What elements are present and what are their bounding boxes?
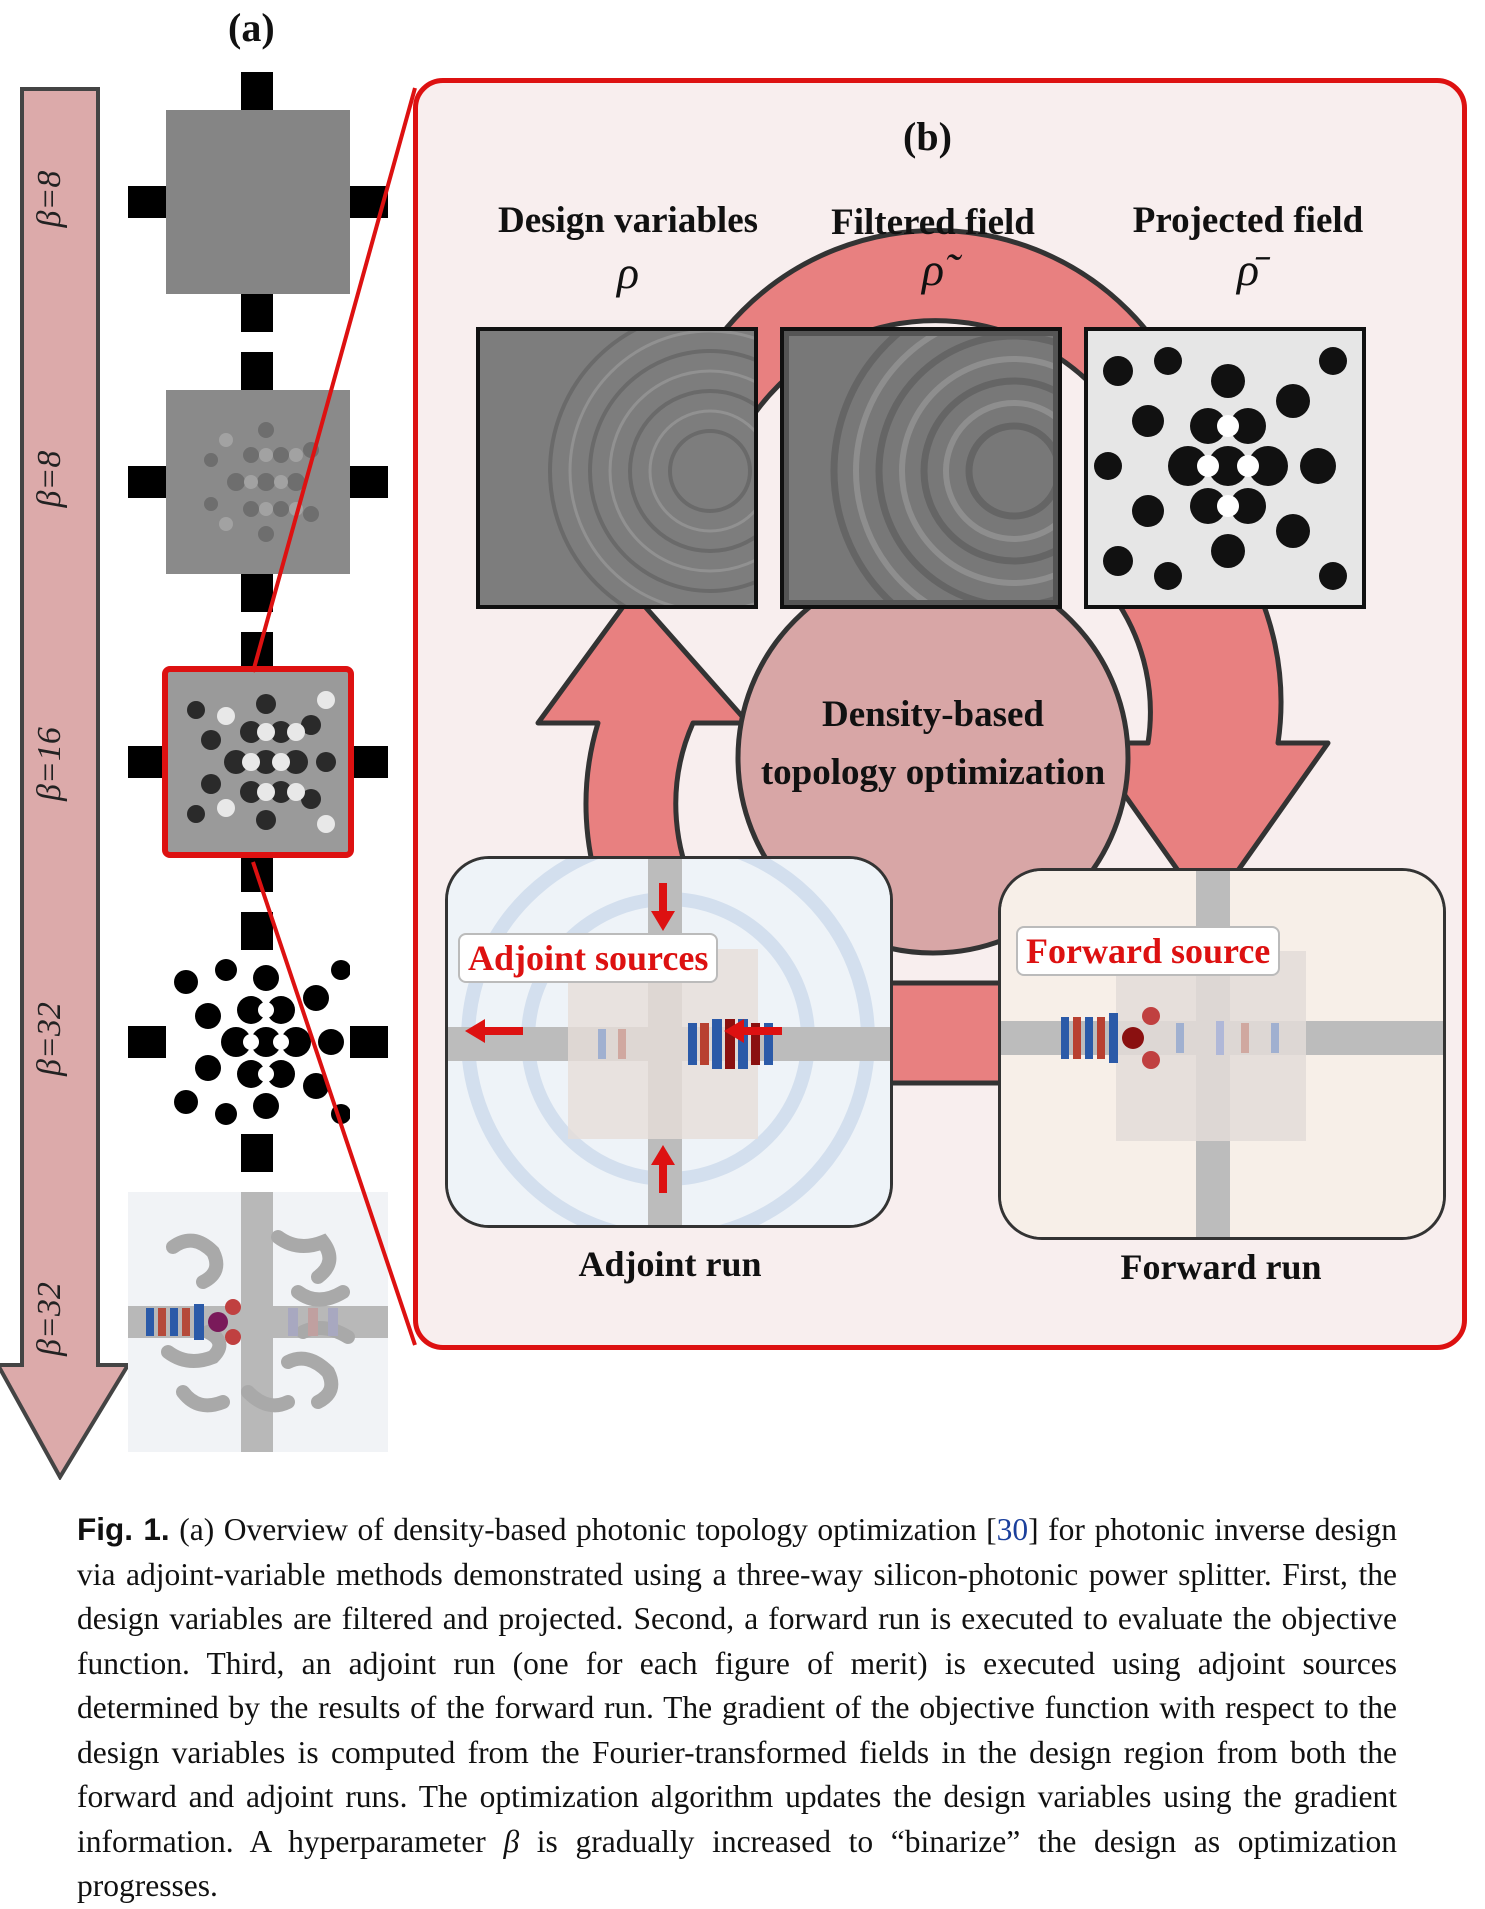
symbol-rho-bar: ρ̄	[1236, 244, 1260, 295]
panel-b: (b) Design variables Filtered field Proj…	[413, 78, 1467, 1350]
beta-progress-arrow	[0, 87, 132, 1480]
caption-text-2: ] for photonic inverse design via adjoin…	[77, 1512, 1397, 1859]
col-title-projected-field: Projected field	[1132, 200, 1364, 241]
caption-beta-symbol: β	[503, 1823, 520, 1859]
caption-text-1: (a) Overview of density-based photonic t…	[169, 1512, 997, 1547]
forward-run-panel	[998, 868, 1446, 1240]
design-stage-3	[128, 632, 388, 892]
caption-fig-label: Fig. 1.	[77, 1511, 170, 1547]
adjoint-run-label: Adjoint run	[578, 1244, 762, 1284]
panel-a-label: (a)	[228, 5, 275, 50]
caption-text-3: is gradually increased to “binarize” the…	[77, 1823, 1397, 1904]
symbol-rho: ρ	[616, 247, 640, 298]
symbol-rho-tilde: ρ̃	[921, 244, 945, 295]
panel-b-label: (b)	[903, 114, 952, 159]
design-stage-2	[128, 352, 388, 612]
center-title-line1: Density-based	[821, 694, 1045, 735]
adjoint-sources-tag: Adjoint sources	[458, 933, 719, 983]
figure-caption: Fig. 1. (a) Overview of density-based ph…	[77, 1507, 1397, 1909]
forward-run-label: Forward run	[1120, 1247, 1322, 1287]
design-variables-image	[476, 327, 758, 609]
design-stage-1	[128, 72, 388, 332]
design-stage-4	[128, 912, 388, 1172]
col-title-filtered-field: Filtered field	[831, 202, 1035, 243]
design-stage-5-field	[128, 1192, 388, 1452]
filtered-field-image	[780, 327, 1062, 609]
col-title-design-variables: Design variables	[497, 200, 759, 241]
center-title-line2: topology optimization	[760, 752, 1106, 793]
projected-field-image	[1084, 327, 1366, 609]
forward-source-tag: Forward source	[1016, 926, 1281, 976]
caption-reference-link[interactable]: 30	[996, 1512, 1029, 1547]
